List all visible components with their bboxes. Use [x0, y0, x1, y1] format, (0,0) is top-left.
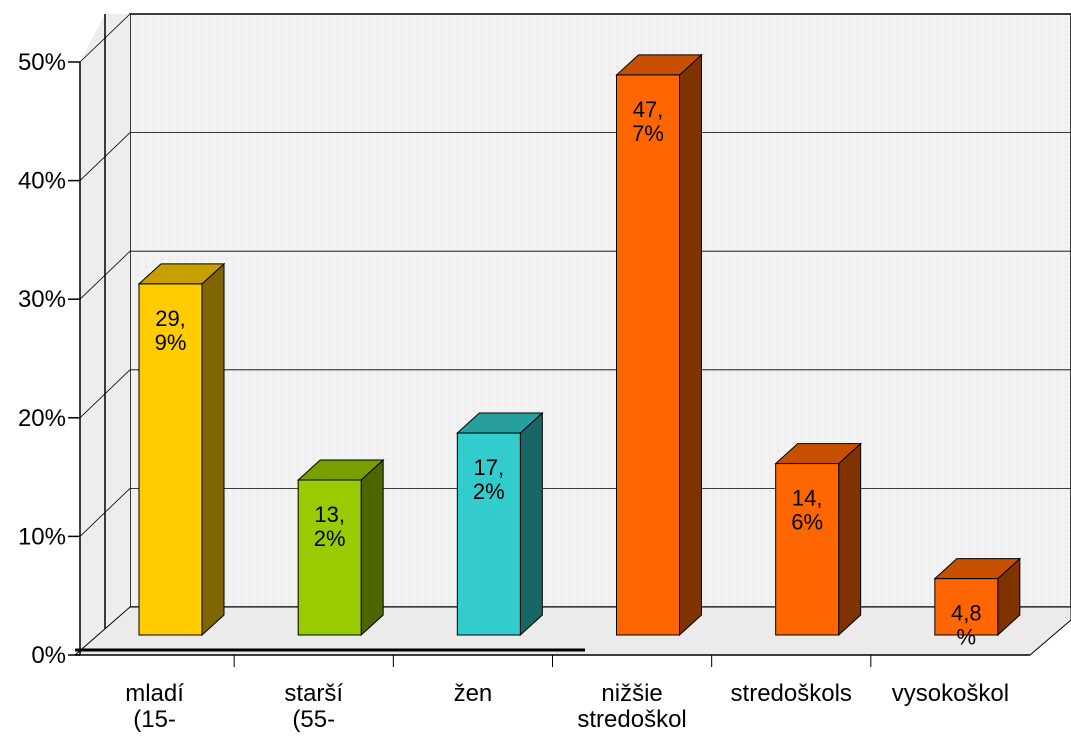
y-tick-label: 0% — [31, 642, 66, 669]
bar-front — [138, 283, 203, 636]
value-label: 13, 2% — [314, 502, 346, 551]
x-tick-label: stredoškols — [731, 680, 852, 707]
bar-front — [616, 74, 680, 636]
bar — [615, 53, 703, 637]
y-tick-label: 40% — [18, 168, 66, 195]
bar-side — [838, 442, 862, 637]
bar-front — [934, 578, 999, 636]
x-tick-label: nižšie stredoškol — [577, 680, 686, 733]
bar-side — [679, 53, 702, 637]
grid-line — [79, 250, 131, 300]
grid-line — [79, 369, 131, 419]
bar — [296, 458, 385, 637]
bar-front — [456, 432, 521, 636]
grid-line — [79, 488, 131, 537]
bar — [774, 442, 862, 637]
grid-line — [79, 132, 131, 181]
bar-side — [201, 262, 225, 637]
x-tick-label: žen — [454, 680, 493, 707]
y-tick-label: 30% — [18, 286, 66, 313]
bar-side — [360, 458, 384, 637]
value-label: 47, 7% — [632, 97, 664, 146]
bar — [933, 557, 1022, 637]
value-label: 14, 6% — [791, 486, 823, 535]
x-tick-label: mladí (15- — [125, 680, 184, 733]
bar-front — [775, 463, 840, 636]
bar — [456, 411, 544, 637]
x-tick-label: starší (55- — [284, 680, 343, 733]
y-tick-label: 50% — [18, 49, 66, 76]
grid-line — [79, 13, 131, 63]
x-tick-label: vysokoškol — [892, 680, 1009, 707]
value-label: 17, 2% — [473, 455, 505, 504]
y-tick-label: 20% — [18, 405, 66, 432]
back-wall — [129, 13, 1071, 608]
bar-front — [297, 479, 362, 636]
value-label: 4,8% — [951, 601, 982, 650]
y-tick-label: 10% — [18, 523, 66, 550]
bar — [137, 262, 226, 637]
value-label: 29, 9% — [155, 306, 187, 355]
bar-side — [519, 411, 543, 637]
